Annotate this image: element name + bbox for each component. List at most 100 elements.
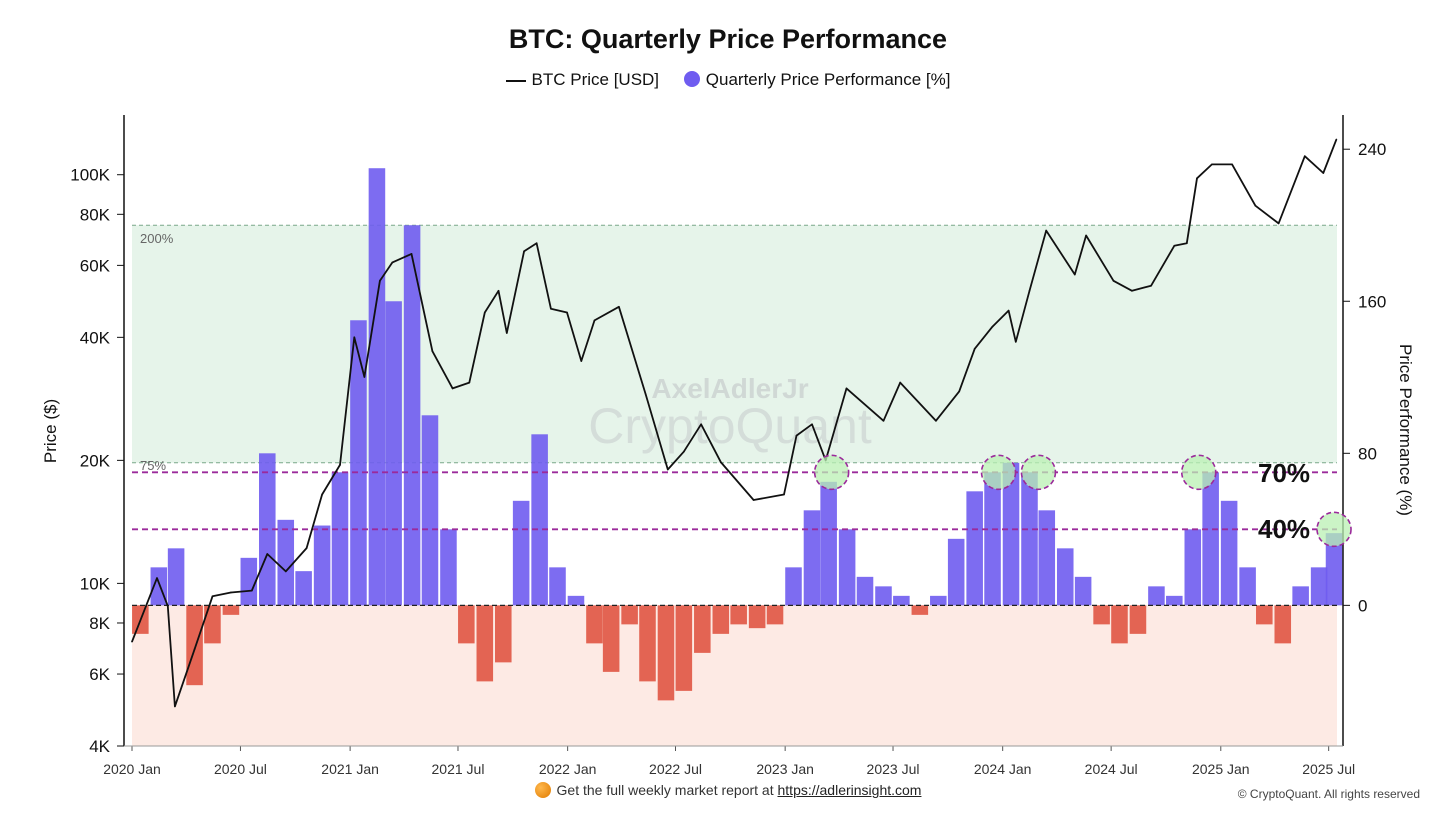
performance-bar [476,605,494,682]
performance-bar [385,301,402,606]
price-point [783,493,785,496]
x-tick-label: 2022 Jan [539,761,597,777]
price-point [1028,289,1031,292]
right-tick-label: 240 [1358,140,1386,159]
line-swatch-icon [505,79,526,82]
threshold-label-40: 40% [1258,514,1310,544]
price-point [550,307,552,310]
x-tick-label: 2020 Jul [214,761,267,777]
performance-bar [803,510,821,606]
price-point [131,640,133,643]
right-tick-label: 80 [1358,444,1377,463]
price-point [506,332,508,334]
price-point [535,242,538,244]
performance-bar [531,434,548,606]
price-point [305,547,308,549]
left-tick-label: 40K [80,328,111,347]
performance-bar [331,472,349,606]
legend-price-label: BTC Price [USD] [531,70,660,89]
performance-bar [675,605,693,691]
price-point [193,648,196,651]
performance-bar [930,595,947,606]
performance-bar [1021,472,1038,606]
legend: BTC Price [USD] Quarterly Price Performa… [0,70,1456,90]
price-point [497,289,500,292]
left-tick-label: 80K [80,205,111,224]
bear-zone [132,605,1337,746]
right-tick-label: 160 [1358,292,1386,311]
left-tick-label: 6K [89,665,110,684]
price-point [719,461,722,463]
price-point [523,250,525,252]
price-point [379,280,381,282]
price-point [566,311,568,314]
performance-bar [911,605,929,615]
performance-bar [1129,605,1147,634]
performance-bar [1184,529,1202,606]
price-point [156,577,158,579]
legend-item-price[interactable]: BTC Price [USD] [505,70,660,90]
performance-bar [766,605,784,625]
performance-bar [549,567,566,606]
left-tick-label: 100K [70,166,110,185]
performance-bar [947,538,965,606]
price-point [363,376,366,378]
price-point [410,253,413,255]
performance-bar [222,605,240,615]
footer: Get the full weekly market report at htt… [0,782,1456,798]
price-point [1211,163,1213,166]
left-axis-title: Price ($) [41,399,60,463]
footer-link[interactable]: https://adlerinsight.com [777,782,922,798]
price-series [131,138,1338,708]
price-point [1085,234,1087,237]
chart-title: BTC: Quarterly Price Performance [508,24,948,54]
highlight-circle [813,454,850,491]
performance-bar [1148,586,1165,606]
x-tick-label: 2024 Jan [974,761,1032,777]
price-point [991,325,994,328]
price-point [1014,341,1017,343]
threshold-lines [132,471,1337,531]
performance-bar [186,605,203,686]
price-point [1150,284,1152,287]
price-point [266,553,269,555]
performance-bar [368,168,386,606]
performance-bar [1325,533,1343,606]
x-tick-label: 2023 Jul [867,761,920,777]
legend-item-performance[interactable]: Quarterly Price Performance [%] [683,70,950,90]
price-point [1304,155,1306,157]
price-point [795,434,798,437]
performance-bar [1056,548,1074,606]
axes: Price ($) Price Performance (%) 200% 75%… [41,115,1415,746]
price-point [483,311,486,314]
price-point [811,423,813,426]
highlight-circle [1020,454,1057,491]
performance-bar [602,605,620,672]
coin-icon [534,782,551,798]
price-point [973,347,976,350]
zones-layer [132,224,1337,746]
price-point [230,591,232,594]
performance-bar [277,519,295,606]
watermark-author: AxelAdlerJr [651,373,808,404]
performance-bar [893,595,910,606]
footer-text: Get the full weekly market report at [556,782,774,798]
performance-bar [240,557,258,606]
price-point [1335,138,1338,141]
price-point [618,306,620,308]
highlight-circle [980,454,1017,491]
performance-bar [694,605,711,653]
price-point [451,387,454,390]
price-point [593,319,596,322]
x-tick-label: 2024 Jul [1085,761,1138,777]
x-tick-label: 2023 Jan [756,761,814,777]
performance-bar [1220,500,1238,606]
price-point [958,390,960,393]
highlight-circle [1180,454,1217,491]
performance-bar [1166,595,1183,606]
performance-bar [1310,567,1328,606]
performance-bar [403,225,421,606]
x-tick-label: 2022 Jul [649,761,702,777]
left-tick-label: 20K [80,451,111,470]
price-point [1112,280,1115,282]
